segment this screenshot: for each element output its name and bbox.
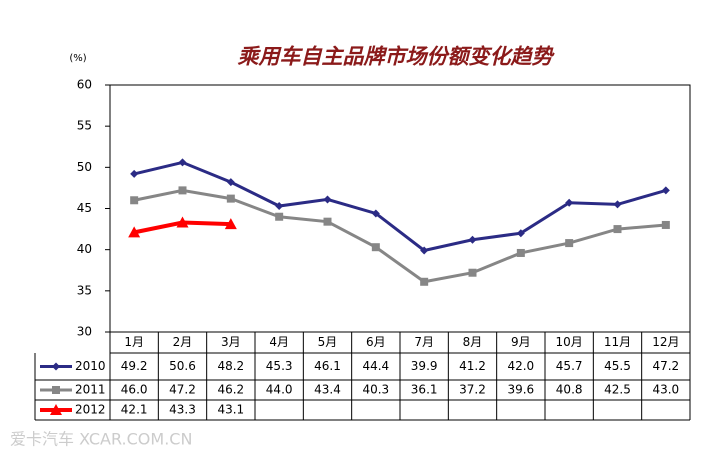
table-value: 44.4: [362, 359, 389, 373]
table-value: 43.0: [652, 383, 679, 397]
table-value: 43.1: [217, 403, 244, 417]
table-value: 40.8: [556, 383, 583, 397]
point: [226, 194, 235, 203]
y-tick-label: 60: [77, 78, 92, 92]
legend-label: 2012: [75, 403, 106, 417]
point: [613, 225, 622, 234]
x-tick-label: 8月: [463, 335, 483, 349]
point: [224, 218, 237, 230]
table-value: 37.2: [459, 383, 486, 397]
point: [176, 216, 189, 228]
legend-label: 2011: [75, 383, 106, 397]
point: [420, 246, 429, 255]
y-axis-label: (%): [69, 53, 86, 64]
point: [371, 243, 380, 252]
point: [130, 169, 139, 178]
point: [661, 186, 670, 195]
x-tick-label: 5月: [318, 335, 338, 349]
legend-marker: [50, 404, 62, 415]
table-value: 46.1: [314, 359, 341, 373]
point: [275, 202, 284, 211]
x-tick-label: 1月: [124, 335, 144, 349]
x-tick-label: 9月: [511, 335, 531, 349]
y-tick-label: 45: [77, 201, 92, 215]
table-value: 40.3: [362, 383, 389, 397]
table-value: 39.6: [507, 383, 534, 397]
table-value: 45.7: [556, 359, 583, 373]
table-value: 43.4: [314, 383, 341, 397]
table-value: 46.2: [217, 383, 244, 397]
point: [516, 248, 525, 257]
x-tick-label: 10月: [556, 335, 583, 349]
table-value: 48.2: [217, 359, 244, 373]
table-value: 50.6: [169, 359, 196, 373]
watermark: 爱卡汽车 XCAR.COM.CN: [10, 430, 192, 449]
table-value: 39.9: [411, 359, 438, 373]
table-value: 49.2: [121, 359, 148, 373]
point: [565, 198, 574, 207]
point: [275, 212, 284, 221]
table-value: 42.1: [121, 403, 148, 417]
point: [468, 235, 477, 244]
table-value: 42.5: [604, 383, 631, 397]
y-tick-label: 35: [77, 283, 92, 297]
y-tick-label: 40: [77, 242, 92, 256]
table-value: 47.2: [652, 359, 679, 373]
point: [323, 195, 332, 204]
legend-marker: [52, 386, 60, 394]
y-tick-label: 55: [77, 119, 92, 133]
point: [226, 178, 235, 187]
table-value: 45.5: [604, 359, 631, 373]
series-line: [133, 188, 666, 284]
point: [468, 268, 477, 277]
table-value: 47.2: [169, 383, 196, 397]
point: [130, 196, 139, 205]
point: [323, 217, 332, 226]
table-value: 44.0: [266, 383, 293, 397]
point: [565, 239, 574, 248]
table-value: 41.2: [459, 359, 486, 373]
series-line: [133, 160, 667, 253]
chart-title: 乘用车自主品牌市场份额变化趋势: [238, 44, 556, 69]
plot-border: [109, 84, 691, 333]
table-value: 46.0: [121, 383, 148, 397]
point: [661, 220, 670, 229]
x-tick-label: 12月: [652, 335, 679, 349]
point: [371, 209, 380, 218]
x-tick-label: 6月: [366, 335, 386, 349]
y-tick-label: 30: [77, 325, 92, 339]
point: [178, 158, 187, 167]
x-tick-label: 2月: [173, 335, 193, 349]
point: [178, 186, 187, 195]
legend-marker: [52, 362, 60, 371]
point: [128, 226, 141, 238]
legend-label: 2010: [75, 359, 106, 373]
table-value: 43.3: [169, 403, 196, 417]
table-value: 36.1: [411, 383, 438, 397]
x-tick-label: 3月: [221, 335, 241, 349]
point: [420, 277, 429, 286]
table-value: 42.0: [507, 359, 534, 373]
table-value: 45.3: [266, 359, 293, 373]
point: [613, 200, 622, 209]
x-tick-label: 7月: [414, 335, 434, 349]
y-tick-label: 50: [77, 160, 92, 174]
point: [516, 229, 525, 238]
x-tick-label: 4月: [269, 335, 289, 349]
x-tick-label: 11月: [604, 335, 631, 349]
